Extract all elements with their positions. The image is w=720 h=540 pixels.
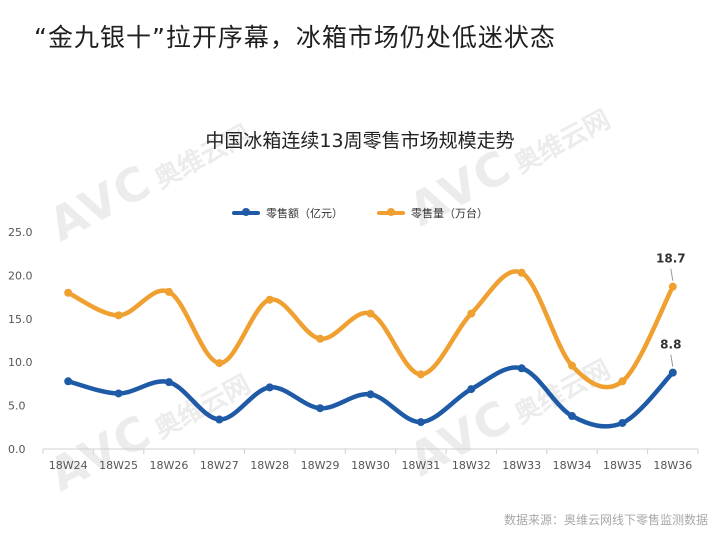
x-tick-label: 18W30: [351, 459, 390, 472]
data-point: [215, 359, 224, 368]
data-label: 8.8: [660, 338, 681, 352]
y-tick-label: 25.0: [8, 226, 33, 239]
y-tick-label: 15.0: [8, 313, 33, 326]
slide-title: “金九银十”拉开序幕，冰箱市场仍处低迷状态: [34, 23, 556, 52]
data-point: [215, 415, 224, 424]
legend-label: 零售量（万台）: [411, 207, 488, 220]
chart-legend: 零售额（亿元） 零售量（万台）: [0, 205, 720, 221]
x-tick-label: 18W29: [301, 459, 340, 472]
data-point: [366, 390, 375, 399]
x-tick-label: 18W35: [603, 459, 642, 472]
x-tick-label: 18W24: [49, 459, 88, 472]
legend-item-sales-value: 零售额（亿元）: [232, 205, 343, 221]
data-point: [265, 295, 274, 304]
x-tick-label: 18W33: [502, 459, 541, 472]
legend-label: 零售额（亿元）: [266, 207, 343, 220]
y-tick-label: 10.0: [8, 356, 33, 369]
data-point: [467, 309, 476, 318]
x-tick-label: 18W32: [452, 459, 491, 472]
data-point: [164, 287, 173, 296]
data-point: [416, 370, 425, 379]
data-point: [618, 418, 627, 427]
y-tick-label: 5.0: [8, 400, 26, 413]
data-point: [316, 334, 325, 343]
data-point: [114, 311, 123, 320]
data-point: [568, 361, 577, 370]
data-point: [467, 385, 476, 394]
chart-title: 中国冰箱连续13周零售市场规模走势: [205, 130, 515, 152]
x-tick-label: 18W31: [401, 459, 440, 472]
legend-swatch: [377, 208, 405, 216]
data-point: [366, 309, 375, 318]
x-tick-label: 18W27: [200, 459, 239, 472]
data-point: [517, 364, 526, 373]
data-point: [416, 418, 425, 427]
x-tick-label: 18W34: [553, 459, 592, 472]
data-point: [265, 383, 274, 392]
data-point: [64, 377, 73, 386]
data-point: [316, 404, 325, 413]
data-point: [114, 389, 123, 398]
data-point: [568, 412, 577, 421]
data-point: [164, 378, 173, 387]
legend-swatch: [232, 208, 260, 216]
y-tick-label: 0.0: [8, 443, 26, 456]
data-point: [517, 268, 526, 277]
x-tick-label: 18W28: [250, 459, 289, 472]
data-point: [64, 288, 73, 297]
y-tick-label: 20.0: [8, 269, 33, 282]
data-label-leader: [670, 268, 674, 281]
data-label-leader: [670, 354, 674, 367]
data-point: [618, 377, 627, 386]
source-note: 数据来源：奥维云网线下零售监测数据: [503, 513, 708, 527]
series-line-1: [65, 269, 676, 390]
legend-item-sales-volume: 零售量（万台）: [377, 205, 488, 221]
x-tick-label: 18W25: [99, 459, 138, 472]
data-point: [668, 282, 677, 291]
data-label: 18.7: [656, 252, 686, 266]
data-point: [668, 368, 677, 377]
x-tick-label: 18W36: [653, 459, 692, 472]
x-tick-label: 18W26: [150, 459, 189, 472]
